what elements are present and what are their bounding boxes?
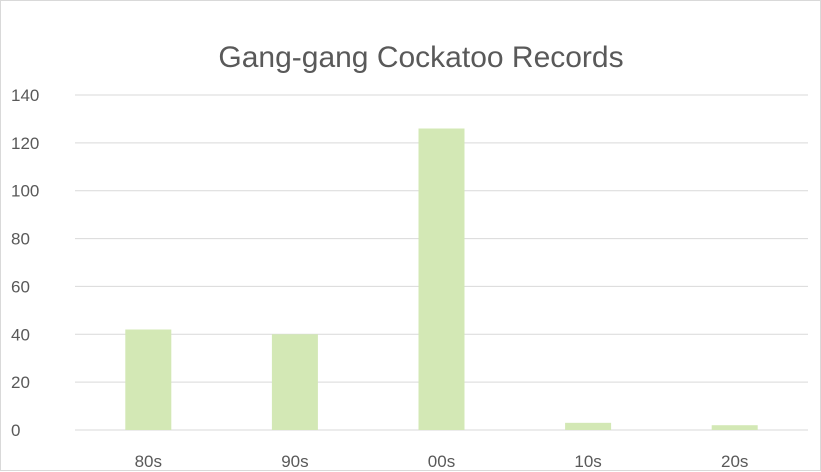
y-tick-label: 80 bbox=[11, 230, 30, 249]
x-tick-label: 10s bbox=[574, 452, 601, 471]
y-axis-ticks: 0 20 40 60 80 100 120 140 bbox=[11, 86, 39, 440]
bar-80s bbox=[125, 329, 172, 430]
bar-00s bbox=[418, 128, 465, 430]
bar-90s bbox=[271, 334, 318, 430]
y-tick-label: 140 bbox=[11, 86, 39, 105]
bar-20s bbox=[711, 425, 758, 430]
x-tick-label: 00s bbox=[428, 452, 455, 471]
y-tick-label: 120 bbox=[11, 134, 39, 153]
bars bbox=[125, 128, 758, 430]
x-tick-label: 20s bbox=[721, 452, 748, 471]
y-tick-label: 20 bbox=[11, 373, 30, 392]
y-tick-label: 100 bbox=[11, 182, 39, 201]
bar-10s bbox=[565, 422, 612, 430]
x-axis-ticks: 80s 90s 00s 10s 20s bbox=[135, 452, 749, 471]
x-tick-label: 80s bbox=[135, 452, 162, 471]
x-tick-label: 90s bbox=[281, 452, 308, 471]
y-tick-label: 60 bbox=[11, 277, 30, 296]
y-tick-label: 0 bbox=[11, 421, 20, 440]
y-tick-label: 40 bbox=[11, 325, 30, 344]
chart-title: Gang-gang Cockatoo Records bbox=[218, 41, 623, 74]
